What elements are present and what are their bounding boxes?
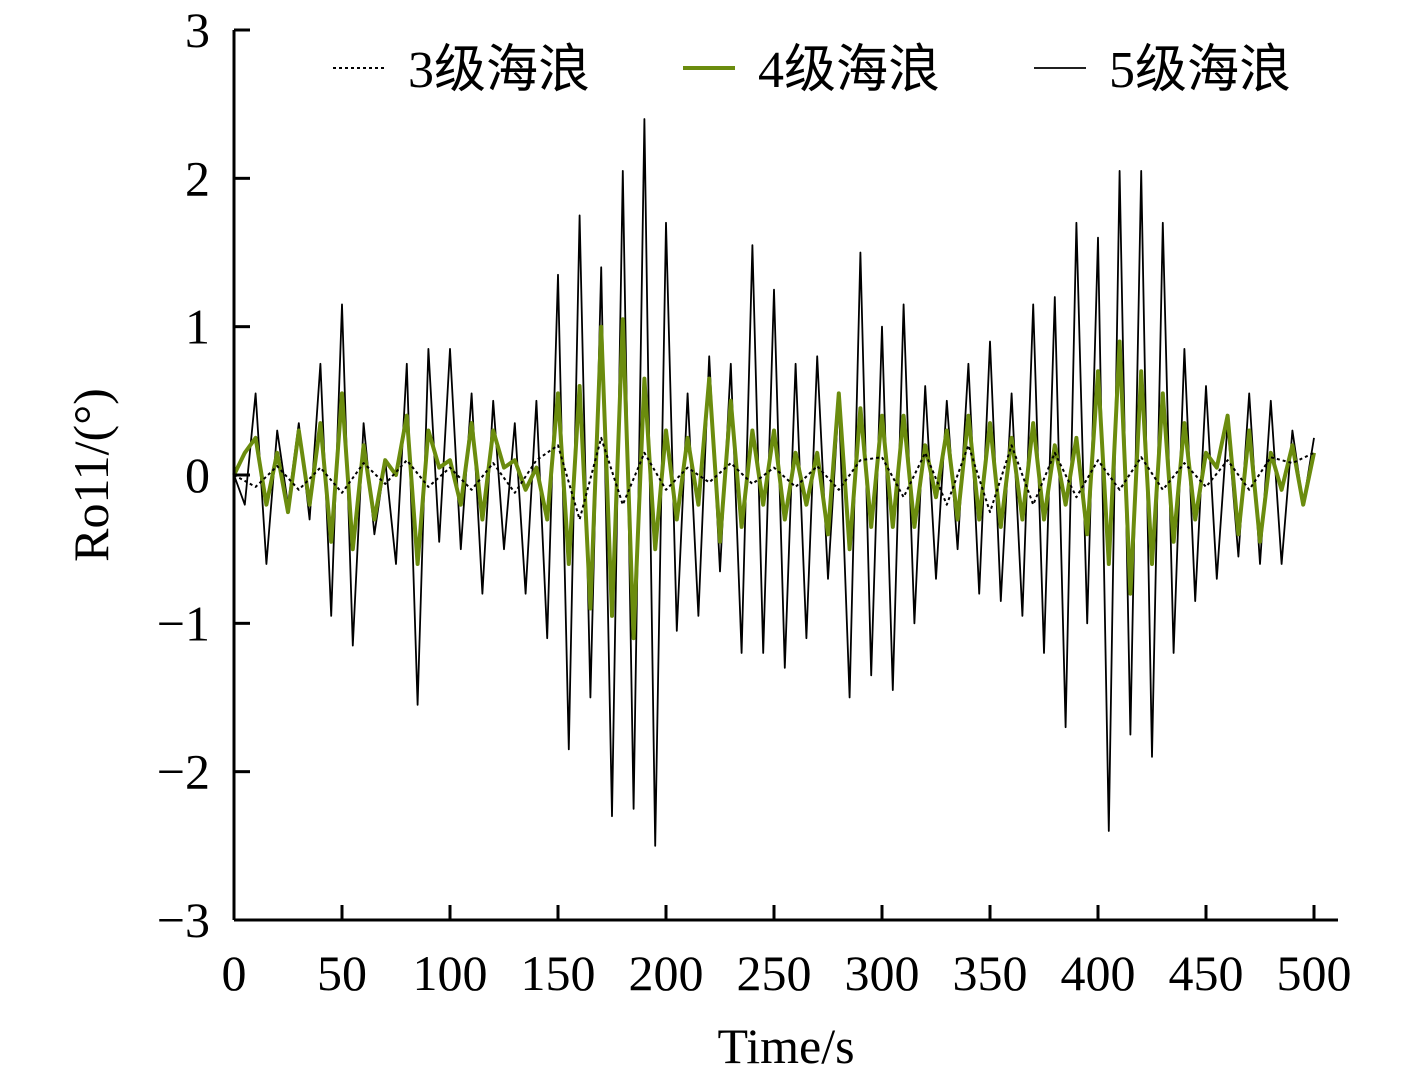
x-tick-label: 300 bbox=[845, 945, 920, 1001]
x-tick-label: 350 bbox=[953, 945, 1028, 1001]
x-tick-label: 0 bbox=[222, 945, 247, 1001]
axes bbox=[232, 30, 1338, 922]
x-tick-label: 400 bbox=[1061, 945, 1136, 1001]
series-line-0 bbox=[233, 436, 1315, 521]
x-tick-label: 100 bbox=[413, 945, 488, 1001]
x-ticks: 0 50 100 150 200 250 300 350 400 450 500 bbox=[222, 905, 1352, 1001]
series-line-1 bbox=[232, 317, 1316, 641]
x-tick-label: 200 bbox=[629, 945, 704, 1001]
x-tick-label: 250 bbox=[737, 945, 812, 1001]
y-tick-label: −2 bbox=[157, 744, 210, 800]
y-tick-label: 3 bbox=[185, 2, 210, 58]
x-tick-label: 500 bbox=[1277, 945, 1352, 1001]
plot-series bbox=[232, 118, 1316, 847]
y-tick-label: 0 bbox=[185, 447, 210, 503]
y-axis-title: Ro11/(°) bbox=[63, 388, 119, 562]
x-tick-label: 450 bbox=[1169, 945, 1244, 1001]
y-tick-label: 1 bbox=[185, 299, 210, 355]
y-tick-label: −1 bbox=[157, 595, 210, 651]
y-tick-label: −3 bbox=[157, 892, 210, 948]
legend-label-2: 5级海浪 bbox=[1109, 42, 1291, 99]
x-axis-title: Time/s bbox=[717, 1018, 854, 1074]
legend-label-0: 3级海浪 bbox=[408, 42, 590, 99]
y-tick-label: 2 bbox=[185, 150, 210, 206]
y-ticks: −3 −2 −1 0 1 2 3 bbox=[157, 2, 250, 948]
x-tick-label: 50 bbox=[317, 945, 367, 1001]
legend-label-1: 4级海浪 bbox=[758, 42, 940, 99]
legend: 3级海浪 4级海浪 5级海浪 bbox=[333, 42, 1291, 99]
series-line-2 bbox=[233, 118, 1315, 847]
x-tick-label: 150 bbox=[521, 945, 596, 1001]
